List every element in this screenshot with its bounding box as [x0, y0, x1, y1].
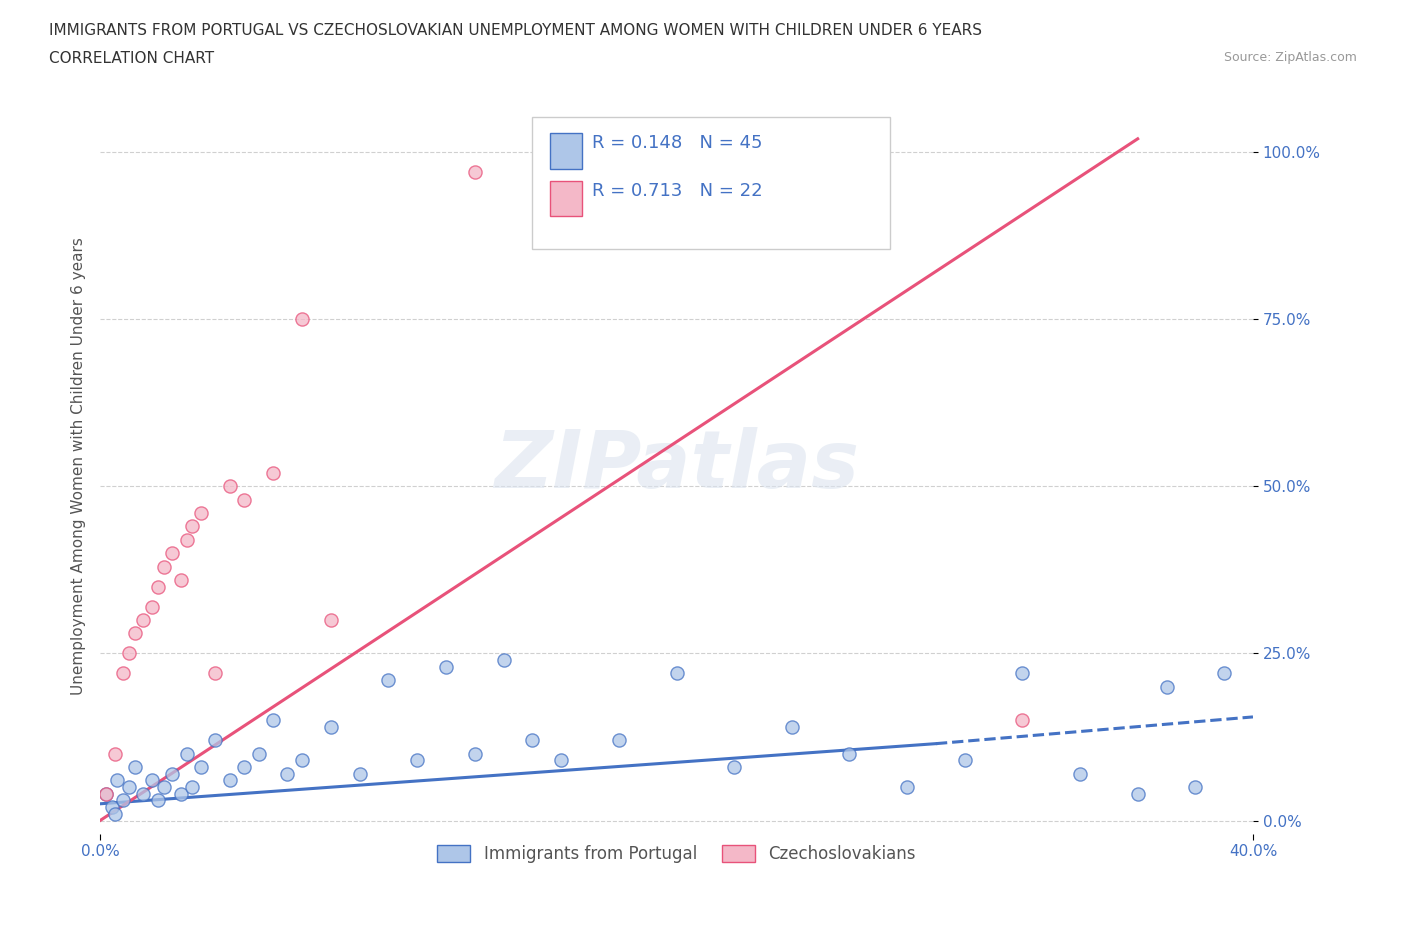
Text: R = 0.148   N = 45: R = 0.148 N = 45: [592, 134, 763, 152]
Point: [170, 787, 193, 802]
Point: [838, 746, 860, 761]
Point: [112, 793, 135, 808]
Point: [262, 712, 284, 727]
Point: [146, 793, 169, 808]
Point: [262, 466, 284, 481]
Point: [233, 760, 256, 775]
Point: [1184, 779, 1206, 794]
Point: [118, 646, 141, 661]
Point: [723, 760, 745, 775]
Point: [247, 746, 270, 761]
Point: [160, 546, 183, 561]
Point: [550, 753, 572, 768]
Point: [780, 720, 803, 735]
Point: [107, 773, 129, 788]
Point: [464, 746, 486, 761]
Point: [349, 766, 371, 781]
Point: [103, 806, 125, 821]
Point: [141, 773, 163, 788]
Point: [1011, 666, 1033, 681]
Point: [181, 779, 204, 794]
Point: [953, 753, 976, 768]
Point: [100, 800, 122, 815]
Point: [665, 666, 688, 681]
Point: [406, 753, 429, 768]
Point: [204, 733, 226, 748]
Point: [190, 760, 212, 775]
Point: [377, 672, 399, 687]
Point: [1011, 712, 1033, 727]
FancyBboxPatch shape: [550, 181, 582, 217]
Point: [276, 766, 298, 781]
Point: [170, 573, 193, 588]
Point: [181, 519, 204, 534]
Point: [896, 779, 918, 794]
Point: [218, 773, 240, 788]
Point: [112, 666, 135, 681]
Point: [94, 787, 117, 802]
Point: [1126, 787, 1149, 802]
Point: [152, 779, 174, 794]
Point: [103, 746, 125, 761]
Point: [124, 626, 146, 641]
Point: [291, 312, 314, 326]
Text: ZIPatlas: ZIPatlas: [494, 427, 859, 505]
Point: [291, 753, 314, 768]
Point: [319, 613, 342, 628]
Point: [464, 165, 486, 179]
Point: [1156, 680, 1178, 695]
Point: [132, 613, 155, 628]
Text: R = 0.713   N = 22: R = 0.713 N = 22: [592, 181, 763, 200]
Point: [218, 479, 240, 494]
Point: [132, 787, 155, 802]
Point: [152, 559, 174, 574]
Point: [233, 492, 256, 507]
Point: [319, 720, 342, 735]
Point: [146, 579, 169, 594]
Point: [124, 760, 146, 775]
Point: [522, 733, 544, 748]
Point: [1069, 766, 1091, 781]
Point: [94, 787, 117, 802]
Point: [160, 766, 183, 781]
Text: CORRELATION CHART: CORRELATION CHART: [49, 51, 214, 66]
Text: Source: ZipAtlas.com: Source: ZipAtlas.com: [1223, 51, 1357, 64]
Point: [492, 653, 515, 668]
FancyBboxPatch shape: [550, 133, 582, 168]
Point: [204, 666, 226, 681]
Point: [1213, 666, 1236, 681]
Point: [118, 779, 141, 794]
Text: IMMIGRANTS FROM PORTUGAL VS CZECHOSLOVAKIAN UNEMPLOYMENT AMONG WOMEN WITH CHILDR: IMMIGRANTS FROM PORTUGAL VS CZECHOSLOVAK…: [49, 23, 983, 38]
Y-axis label: Unemployment Among Women with Children Under 6 years: Unemployment Among Women with Children U…: [72, 237, 86, 696]
Point: [607, 733, 630, 748]
Point: [190, 506, 212, 521]
Point: [141, 599, 163, 614]
Point: [176, 746, 198, 761]
Point: [176, 532, 198, 547]
Point: [434, 659, 457, 674]
Legend: Immigrants from Portugal, Czechoslovakians: Immigrants from Portugal, Czechoslovakia…: [430, 838, 922, 870]
FancyBboxPatch shape: [533, 117, 890, 249]
